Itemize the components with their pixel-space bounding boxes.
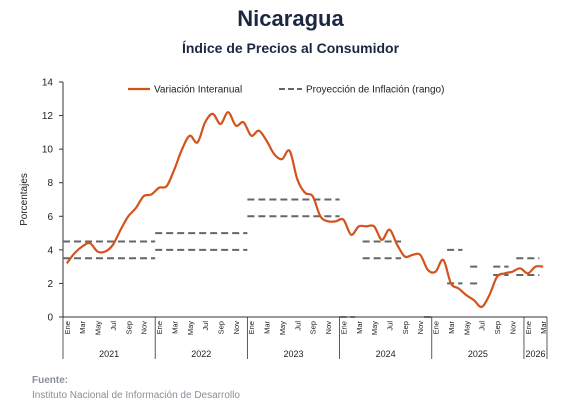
y-tick-label: 14: [42, 78, 54, 89]
x-month-label: Ene: [432, 321, 441, 334]
cpi-line-chart: 0 2 4 6 8 10 12 14 Porcentajes Ene Mar May Jul Sep Nov…: [19, 78, 548, 359]
x-month-label: May: [462, 321, 471, 335]
y-tick-label: 0: [47, 313, 53, 324]
series-line-variacion-interanual: [65, 111, 544, 309]
x-month-label: Mar: [78, 321, 87, 334]
x-month-label: Ene: [524, 321, 533, 334]
x-month-label: Jul: [478, 321, 487, 331]
x-month-label: Jul: [201, 321, 210, 331]
x-month-label: Jul: [293, 321, 302, 331]
legend-label-variacion: Variación Interanual: [154, 85, 242, 96]
x-month-label: Mar: [263, 321, 272, 334]
x-month-label: Jul: [109, 321, 118, 331]
x-year-label: 2025: [468, 349, 488, 359]
y-tick-label: 8: [47, 178, 53, 189]
x-month-label: Mar: [355, 321, 364, 334]
x-month-label: May: [186, 321, 195, 335]
x-month-label: Nov: [508, 321, 517, 335]
y-tick-label: 4: [47, 245, 53, 256]
x-year-label: 2024: [376, 349, 396, 359]
x-month-label: Mar: [447, 321, 456, 334]
x-month-label: May: [94, 321, 103, 335]
x-month-label: Nov: [232, 321, 241, 335]
source-text: Instituto Nacional de Información de Des…: [32, 390, 240, 401]
x-month-label: Sep: [309, 321, 318, 334]
source-label: Fuente:: [32, 375, 69, 386]
x-month-label: Nov: [324, 321, 333, 335]
x-month-label: Ene: [155, 321, 164, 334]
x-month-label: Ene: [339, 321, 348, 334]
y-tick-label: 12: [42, 111, 54, 122]
x-month-label: Ene: [63, 321, 72, 334]
x-month-label: Nov: [140, 321, 149, 335]
x-month-label: Sep: [124, 321, 133, 334]
x-month-label: Jul: [386, 321, 395, 331]
x-year-label: 2026: [525, 349, 545, 359]
x-month-label: Mar: [170, 321, 179, 334]
x-month-label: Sep: [493, 321, 502, 334]
x-month-label: May: [278, 321, 287, 335]
y-axis-title: Porcentajes: [19, 173, 30, 226]
x-month-label: Ene: [247, 321, 256, 334]
chart-subtitle: Índice de Precios al Consumidor: [181, 40, 400, 56]
chart-title: Nicaragua: [237, 6, 344, 31]
y-tick-label: 10: [42, 145, 54, 156]
x-year-label: 2021: [99, 349, 119, 359]
x-year-label: 2022: [191, 349, 211, 359]
x-year-label: 2023: [283, 349, 303, 359]
y-tick-label: 6: [47, 212, 53, 223]
x-month-label: Mar: [539, 321, 548, 334]
x-month-label: Sep: [216, 321, 225, 334]
legend-label-proyeccion: Proyección de Inflación (rango): [306, 85, 444, 96]
x-month-label: May: [370, 321, 379, 335]
x-month-label: Nov: [416, 321, 425, 335]
y-tick-label: 2: [47, 279, 53, 290]
x-month-label: Sep: [401, 321, 410, 334]
